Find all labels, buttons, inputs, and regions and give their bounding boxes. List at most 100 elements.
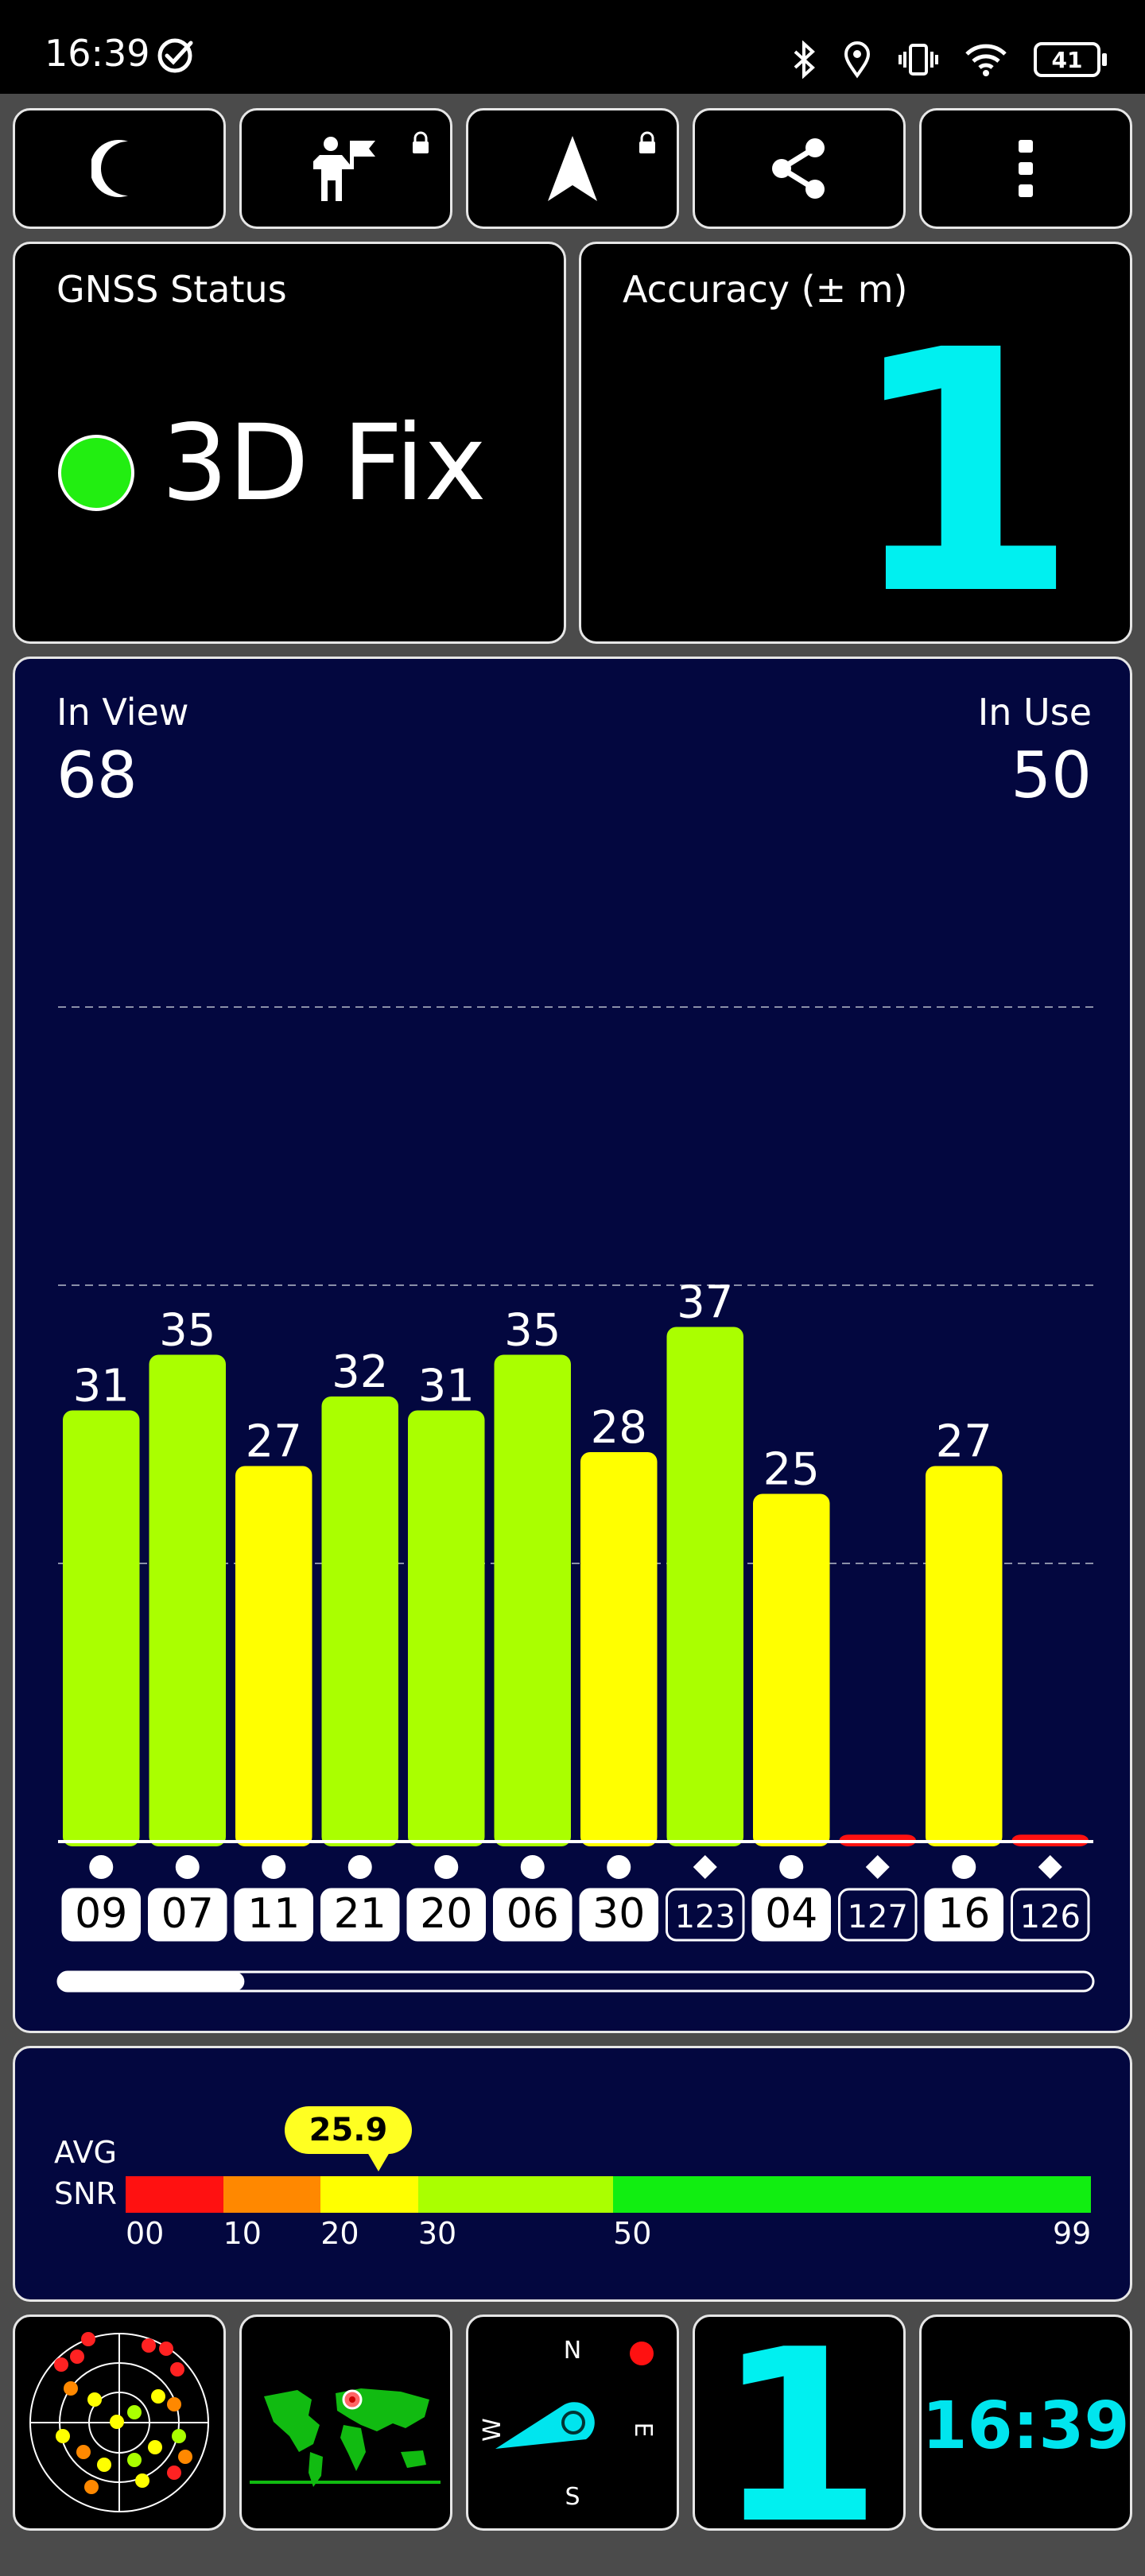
snr-bar [63, 1410, 140, 1846]
snr-value-label: 28 [591, 1402, 647, 1454]
prn-label: 06 [507, 1890, 559, 1938]
sky-plot-button[interactable] [13, 2315, 226, 2531]
fix-indicator [58, 435, 134, 511]
constellation-marker [1038, 1855, 1062, 1879]
snr-scale-segment [320, 2176, 418, 2213]
snr-tick-label: 00 [126, 2216, 165, 2251]
accuracy-widget-value: 1 [716, 2299, 883, 2576]
share-button[interactable] [693, 108, 906, 229]
navigation-button[interactable] [466, 108, 679, 229]
prn-badge [406, 1888, 486, 1942]
snr-label: SNR [54, 2176, 117, 2211]
snr-bar [926, 1466, 1003, 1846]
prn-badge [751, 1888, 831, 1942]
snr-tick-label: 30 [417, 2216, 457, 2251]
prn-badge [924, 1888, 1003, 1942]
accuracy-label: Accuracy (± m) [623, 268, 908, 311]
snr-bar [321, 1396, 398, 1846]
snr-bar-chart: 31 09 35 07 27 11 32 21 31 20 35 06 28 30 37 123 25 04 127… [56, 1006, 1095, 1993]
clock-value: 16:39 [922, 2388, 1130, 2464]
vibrate-icon [899, 44, 938, 76]
accuracy-panel: Accuracy (± m) 1 [579, 242, 1132, 644]
prn-label: 04 [765, 1890, 817, 1938]
prn-label: 127 [848, 1899, 908, 1935]
constellation-marker [952, 1855, 976, 1879]
prn-label: 07 [161, 1890, 214, 1938]
snr-value-label: 31 [418, 1361, 475, 1412]
constellation-marker [434, 1855, 459, 1879]
prn-label: 123 [675, 1899, 736, 1935]
moon-icon [91, 140, 128, 197]
constellation-marker [607, 1855, 631, 1879]
check-circle-icon [157, 38, 193, 73]
snr-bar [408, 1410, 485, 1846]
prn-label: 11 [247, 1890, 300, 1938]
snr-bar [494, 1354, 571, 1846]
constellation-marker [262, 1855, 286, 1879]
navigation-arrow-icon [548, 136, 597, 201]
snr-color-scale [126, 2176, 1091, 2213]
fix-status-value: 3D Fix [161, 402, 487, 525]
prn-badge [1011, 1888, 1090, 1942]
night-mode-button[interactable] [13, 108, 226, 229]
snr-tick-label: 10 [223, 2216, 262, 2251]
constellation-marker [693, 1855, 717, 1879]
prn-badge [493, 1888, 572, 1942]
more-vert-icon [1019, 140, 1033, 197]
sky-plot-icon [29, 2332, 209, 2512]
snr-tick-label: 20 [320, 2216, 359, 2251]
snr-value-label: 35 [504, 1305, 561, 1357]
prn-badge [666, 1888, 745, 1942]
snr-tick-label: 50 [613, 2216, 652, 2251]
gnss-status-panel: GNSS Status 3D Fix [13, 242, 566, 644]
accuracy-value: 1 [846, 280, 1079, 668]
lock-icon [413, 131, 429, 153]
wifi-icon [965, 44, 1007, 76]
compass-south: S [565, 2483, 580, 2511]
snr-scale-segment [417, 2176, 614, 2213]
prn-label: 09 [75, 1890, 127, 1938]
compass-north: N [564, 2337, 581, 2365]
gnss-status-label: GNSS Status [56, 268, 287, 311]
avg-snr-value: 25.9 [285, 2106, 412, 2171]
snr-bar [149, 1354, 226, 1846]
prn-label: 30 [592, 1890, 645, 1938]
compass-button[interactable]: N S E W [466, 2315, 679, 2531]
world-map-icon [250, 2388, 441, 2487]
more-options-button[interactable] [919, 108, 1132, 229]
constellation-marker [175, 1855, 200, 1879]
snr-value-label: 27 [936, 1416, 992, 1468]
scrollbar-thumb[interactable] [58, 1972, 245, 1991]
prn-badge [61, 1888, 141, 1942]
snr-bar [666, 1327, 743, 1846]
snr-value-label: 35 [159, 1305, 215, 1357]
prn-badge [579, 1888, 658, 1942]
snr-scale-segment [126, 2176, 223, 2213]
constellation-marker [347, 1855, 372, 1879]
in-view-label: In View [56, 691, 189, 734]
snr-bar [580, 1452, 658, 1846]
prn-label: 21 [334, 1890, 386, 1938]
compass-west: W [479, 2418, 507, 2442]
constellation-marker [520, 1855, 545, 1879]
snr-tick-label: 99 [1053, 2216, 1092, 2251]
status-time: 16:39 [45, 32, 150, 75]
snr-value-label: 25 [763, 1444, 820, 1496]
constellation-marker [89, 1855, 114, 1879]
location-pin-icon [844, 41, 871, 79]
bluetooth-icon [794, 41, 815, 79]
prn-badge [838, 1888, 918, 1942]
in-use-count: 50 [1011, 738, 1092, 812]
in-view-count: 68 [56, 738, 138, 812]
prn-badge [320, 1888, 400, 1942]
snr-scale-segment [613, 2176, 1091, 2213]
snr-value-label: 31 [73, 1361, 130, 1412]
avg-snr-panel [13, 2046, 1132, 2302]
accuracy-widget-button[interactable]: 1 [693, 2315, 906, 2557]
prn-badge [234, 1888, 313, 1942]
clock-button[interactable]: 16:39 [919, 2315, 1132, 2531]
mark-location-button[interactable] [239, 108, 452, 229]
world-map-button[interactable] [239, 2315, 452, 2531]
prn-label: 20 [420, 1890, 472, 1938]
prn-label: 16 [937, 1890, 990, 1938]
